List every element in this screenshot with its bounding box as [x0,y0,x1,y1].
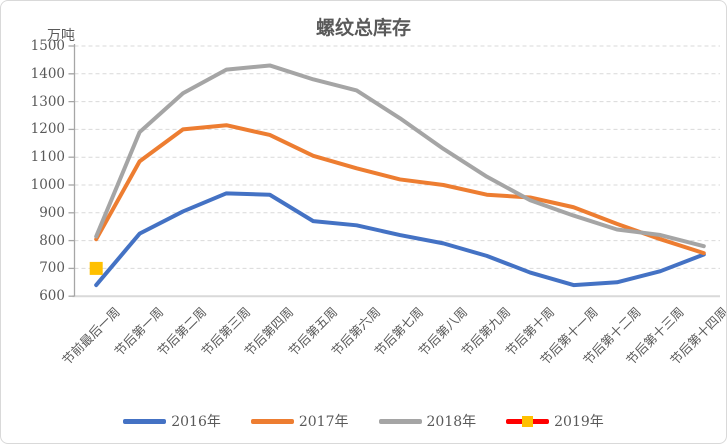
legend-item-2019年: 2019年 [506,411,604,431]
series-line-2018年 [94,63,706,249]
data-point-marker-2019年 [89,261,103,275]
y-axis-tick-label: 1100 [30,149,65,166]
legend-item-2017年: 2017年 [250,411,349,431]
y-axis-tick-label: 1500 [30,38,65,54]
legend-label: 2016年 [171,414,221,430]
y-axis-tick-label: 1000 [30,177,65,193]
y-axis-tick-label: 1300 [30,93,65,110]
legend-marker-swatch [522,415,534,427]
legend: 2016年 2017年 2018年 2019年 [1,411,726,431]
chart-title: 螺纹总库存 [315,17,411,39]
y-axis-tick-label: 1200 [30,121,65,138]
y-axis-unit-label: 万吨 [47,28,75,44]
y-axis-tick-label: 700 [39,260,65,277]
legend-swatch [250,418,294,424]
series-line-2017年 [94,123,706,256]
y-axis-tick-label: 800 [39,232,65,249]
series-line-2016年 [94,191,706,288]
legend-item-2016年: 2016年 [123,411,221,431]
legend-label: 2017年 [298,414,349,430]
legend-label: 2019年 [554,414,604,430]
legend-item-2018年: 2018年 [378,411,477,431]
legend-swatch [123,418,167,424]
y-axis-tick-label: 1400 [30,65,65,82]
legend-swatch [506,415,550,428]
y-axis-tick-label: 900 [39,204,65,221]
legend-swatch [378,418,422,424]
legend-label: 2018年 [426,414,477,430]
y-axis-tick-label: 600 [39,288,65,305]
